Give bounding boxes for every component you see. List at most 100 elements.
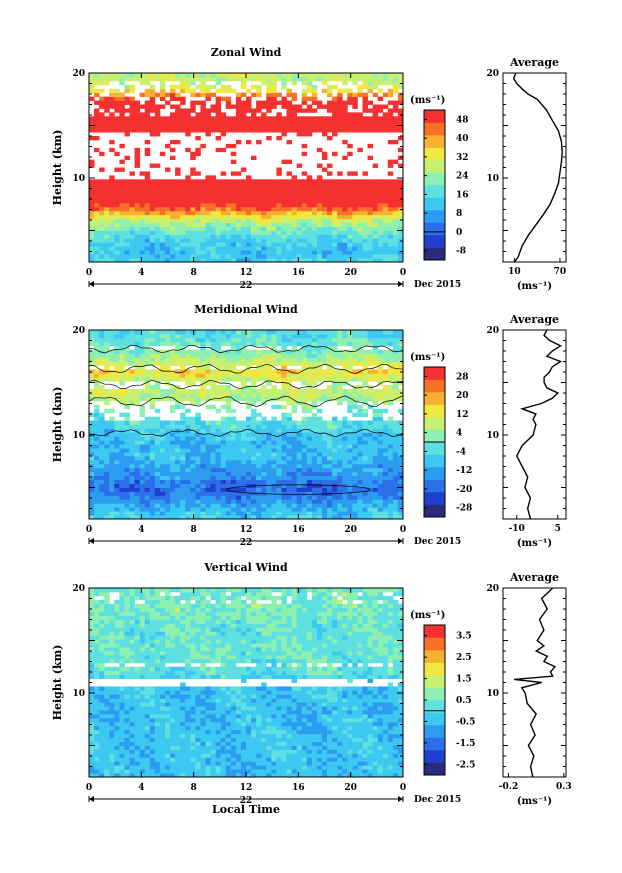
heatmap-cell xyxy=(139,369,146,374)
heatmap-cell xyxy=(382,357,389,362)
heatmap-cell xyxy=(205,396,211,402)
heatmap-cell xyxy=(246,487,252,492)
heatmap-cell xyxy=(276,136,282,141)
heatmap-cell xyxy=(215,385,222,390)
heatmap-cell xyxy=(321,393,328,398)
heatmap-cell xyxy=(104,452,110,457)
heatmap-cell xyxy=(367,357,374,362)
heatmap-cell xyxy=(139,357,146,362)
heatmap-cell xyxy=(154,424,161,429)
heatmap-cell xyxy=(175,116,181,121)
heatmap-cell xyxy=(144,507,151,512)
heatmap-cell xyxy=(397,515,404,520)
heatmap-cell xyxy=(261,377,267,382)
heatmap-cell xyxy=(109,448,115,453)
heatmap-cell xyxy=(230,349,237,355)
heatmap-cell xyxy=(124,507,130,512)
heatmap-cell xyxy=(149,440,156,445)
heatmap-cell xyxy=(129,487,135,492)
heatmap-cell xyxy=(296,511,303,516)
heatmap-cell xyxy=(251,341,257,347)
heatmap-cell xyxy=(372,436,379,441)
heatmap-cell xyxy=(124,515,130,520)
heatmap-cell xyxy=(397,226,404,231)
heatmap-cell xyxy=(104,377,110,382)
heatmap-cell xyxy=(342,495,348,500)
heatmap-cell xyxy=(327,230,333,235)
heatmap-cell xyxy=(119,515,125,520)
heatmap-cell xyxy=(225,333,232,339)
heatmap-cell xyxy=(321,456,328,461)
heatmap-cell xyxy=(251,436,257,441)
heatmap-cell xyxy=(372,226,379,231)
heatmap-cell xyxy=(114,420,120,425)
heatmap-cell xyxy=(327,511,333,516)
heatmap-cell xyxy=(382,483,389,488)
heatmap-cell xyxy=(185,128,191,133)
heatmap-cell xyxy=(347,408,353,414)
heatmap-cell xyxy=(296,187,303,192)
heatmap-cell xyxy=(200,436,206,441)
heatmap-cell xyxy=(124,424,130,429)
heatmap-cell xyxy=(372,369,379,374)
heatmap-cell xyxy=(291,357,298,362)
heatmap-cell xyxy=(175,483,181,488)
heatmap-cell xyxy=(109,124,115,129)
heatmap-cell xyxy=(271,475,277,481)
heatmap-cell xyxy=(357,218,363,224)
heatmap-cell xyxy=(149,428,156,433)
heatmap-cell xyxy=(109,202,115,208)
heatmap-cell xyxy=(175,250,181,255)
heatmap-cell xyxy=(387,515,394,520)
heatmap-cell xyxy=(266,507,272,512)
heatmap-cell xyxy=(195,487,201,492)
heatmap-cell xyxy=(382,187,389,192)
heatmap-cell xyxy=(271,333,277,339)
heatmap-cell xyxy=(205,199,211,204)
heatmap-cell xyxy=(387,238,394,243)
heatmap-cell xyxy=(372,463,379,469)
heatmap-cell xyxy=(337,353,343,358)
heatmap-cell xyxy=(392,503,399,508)
heatmap-cell xyxy=(362,491,368,496)
heatmap-cell xyxy=(246,361,252,366)
heatmap-cell xyxy=(281,159,287,164)
heatmap-cell xyxy=(154,242,161,247)
heatmap-cell xyxy=(281,424,287,429)
heatmap-cell xyxy=(225,456,232,461)
heatmap-cell xyxy=(149,108,156,113)
heatmap-cell xyxy=(99,349,105,355)
heatmap-cell xyxy=(124,191,130,196)
heatmap-cell xyxy=(301,361,308,366)
heatmap-cell xyxy=(392,242,399,247)
heatmap-cell xyxy=(271,459,277,465)
heatmap-cell xyxy=(195,365,201,370)
heatmap-cell xyxy=(377,199,384,204)
heatmap-cell xyxy=(225,191,232,196)
heatmap-cell xyxy=(114,96,120,101)
heatmap-cell xyxy=(306,330,313,335)
heatmap-cell xyxy=(195,222,201,227)
heatmap-cell xyxy=(195,234,201,239)
heatmap-cell xyxy=(266,467,272,473)
heatmap-cell xyxy=(190,459,196,465)
heatmap-cell xyxy=(124,511,130,516)
heatmap-cell xyxy=(99,440,105,445)
heatmap-cell xyxy=(347,76,353,82)
heatmap-cell xyxy=(124,195,130,200)
heatmap-cell xyxy=(240,479,247,484)
heatmap-cell xyxy=(225,428,232,433)
heatmap-cell xyxy=(180,365,186,370)
heatmap-cell xyxy=(362,104,368,109)
heatmap-cell xyxy=(306,132,313,137)
heatmap-cell xyxy=(352,400,358,406)
heatmap-cell xyxy=(220,120,227,125)
heatmap-cell xyxy=(306,84,313,90)
heatmap-cell xyxy=(134,112,141,117)
heatmap-cell xyxy=(180,452,186,457)
heatmap-cell xyxy=(175,96,181,101)
heatmap-cell xyxy=(134,250,141,255)
heatmap-cell xyxy=(266,456,272,461)
heatmap-cell xyxy=(362,412,368,418)
heatmap-cell xyxy=(276,467,282,473)
